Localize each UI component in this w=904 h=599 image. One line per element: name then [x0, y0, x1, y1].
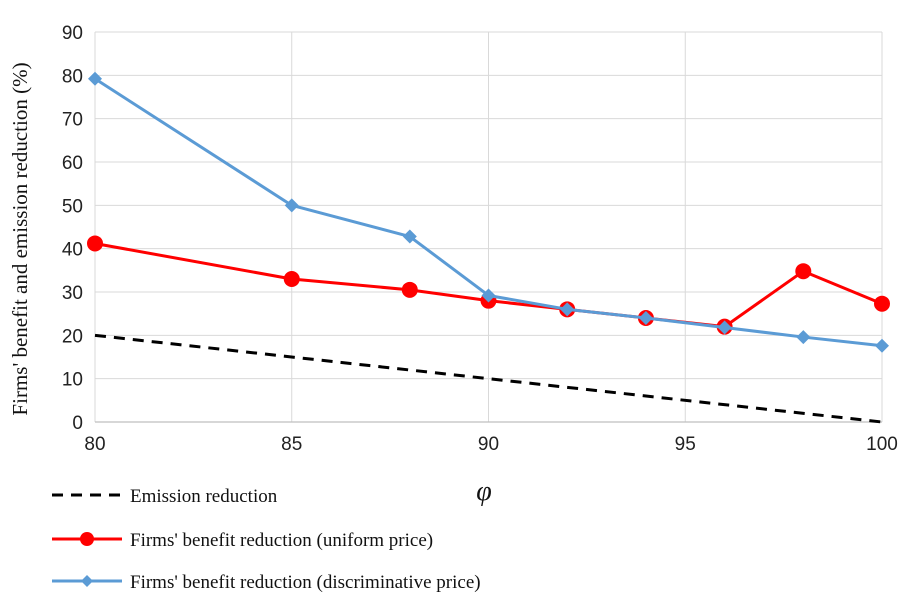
y-tick-label: 10	[62, 370, 83, 391]
data-point	[283, 271, 300, 287]
legend-label-discriminative: Firms' benefit reduction (discriminative…	[130, 572, 481, 593]
legend: Emission reduction Firms' benefit reduct…	[52, 486, 481, 593]
y-tick-label: 20	[62, 326, 83, 347]
data-point	[560, 302, 575, 317]
series-2	[88, 71, 889, 353]
data-point	[401, 281, 418, 298]
data-point	[88, 71, 102, 86]
x-axis-label: φ	[476, 476, 492, 507]
x-tick-label: 95	[675, 434, 696, 455]
data-point	[874, 295, 890, 312]
data-point	[875, 338, 889, 353]
data-point	[638, 311, 653, 325]
legend-label-uniform: Firms' benefit reduction (uniform price)	[130, 530, 433, 551]
y-tick-label: 90	[62, 23, 83, 44]
y-tick-label: 40	[62, 240, 83, 261]
data-point	[796, 330, 811, 345]
series-layer	[87, 71, 890, 424]
data-point	[481, 288, 496, 303]
y-tick-label: 70	[62, 110, 83, 131]
legend-marker-uniform	[80, 532, 94, 546]
y-tick-label: 80	[62, 66, 83, 87]
y-axis-label: Firms' benefit and emission reduction (%…	[8, 62, 32, 415]
x-tick-label: 80	[84, 434, 105, 455]
data-point	[284, 198, 299, 213]
x-tick-label: 100	[866, 434, 898, 455]
x-tick-labels: 80 85 90 95 100	[84, 434, 897, 455]
y-tick-labels: 0 10 20 30 40 50 60 70 80 90	[62, 23, 83, 434]
legend-item-discriminative: Firms' benefit reduction (discriminative…	[52, 572, 481, 593]
data-point	[717, 320, 732, 335]
y-tick-label: 50	[62, 196, 83, 217]
y-tick-label: 0	[72, 413, 83, 434]
x-tick-label: 90	[478, 434, 499, 455]
grid-lines	[94, 31, 883, 423]
legend-label-emission: Emission reduction	[130, 486, 278, 507]
x-tick-label: 85	[281, 434, 302, 455]
data-point	[87, 235, 103, 252]
legend-item-emission: Emission reduction	[52, 486, 278, 507]
legend-marker-discriminative	[81, 575, 93, 587]
y-tick-label: 60	[62, 153, 83, 174]
y-tick-label: 30	[62, 283, 83, 304]
legend-item-uniform: Firms' benefit reduction (uniform price)	[52, 530, 433, 551]
data-point	[402, 229, 417, 244]
data-point	[795, 263, 812, 280]
